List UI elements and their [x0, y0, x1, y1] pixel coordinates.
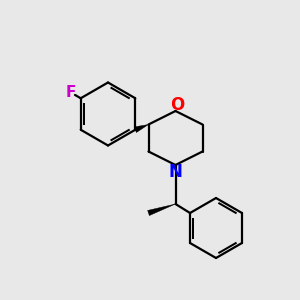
Text: N: N	[169, 163, 182, 181]
Text: O: O	[170, 96, 184, 114]
Polygon shape	[134, 124, 148, 133]
Text: F: F	[66, 85, 76, 100]
Polygon shape	[148, 204, 176, 216]
